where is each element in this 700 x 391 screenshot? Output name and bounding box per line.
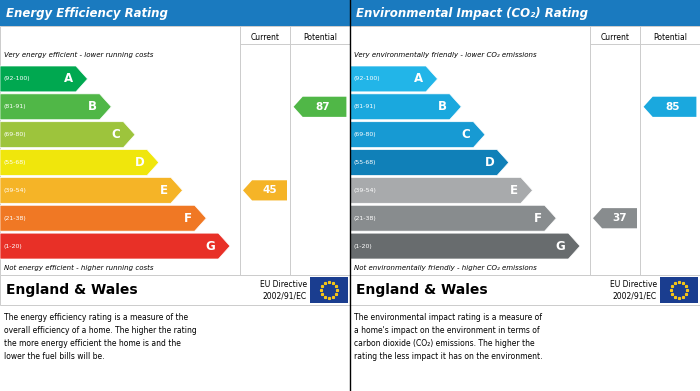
Text: (92-100): (92-100) bbox=[4, 76, 31, 81]
Text: (55-68): (55-68) bbox=[354, 160, 377, 165]
Polygon shape bbox=[643, 97, 696, 117]
Polygon shape bbox=[0, 122, 135, 147]
Text: (1-20): (1-20) bbox=[4, 244, 22, 249]
Polygon shape bbox=[243, 180, 287, 201]
Text: carbon dioxide (CO₂) emissions. The higher the: carbon dioxide (CO₂) emissions. The high… bbox=[354, 339, 535, 348]
Text: D: D bbox=[484, 156, 494, 169]
Polygon shape bbox=[350, 122, 485, 147]
FancyBboxPatch shape bbox=[0, 0, 350, 26]
Polygon shape bbox=[350, 178, 533, 203]
Text: F: F bbox=[183, 212, 192, 225]
Text: (69-80): (69-80) bbox=[4, 132, 27, 137]
FancyBboxPatch shape bbox=[0, 275, 350, 305]
Text: C: C bbox=[461, 128, 470, 141]
Text: EU Directive
2002/91/EC: EU Directive 2002/91/EC bbox=[610, 280, 657, 300]
Text: (69-80): (69-80) bbox=[354, 132, 377, 137]
Text: Not energy efficient - higher running costs: Not energy efficient - higher running co… bbox=[4, 265, 153, 271]
Polygon shape bbox=[350, 233, 580, 259]
Text: (81-91): (81-91) bbox=[4, 104, 27, 109]
Text: F: F bbox=[533, 212, 542, 225]
Polygon shape bbox=[593, 208, 637, 228]
Text: G: G bbox=[206, 240, 216, 253]
Text: Very environmentally friendly - lower CO₂ emissions: Very environmentally friendly - lower CO… bbox=[354, 52, 537, 58]
Polygon shape bbox=[350, 205, 556, 231]
Text: C: C bbox=[111, 128, 120, 141]
Text: 85: 85 bbox=[666, 102, 680, 112]
Text: (55-68): (55-68) bbox=[4, 160, 27, 165]
Text: England & Wales: England & Wales bbox=[356, 283, 488, 297]
Text: 37: 37 bbox=[612, 213, 626, 223]
Text: Current: Current bbox=[601, 34, 629, 43]
Text: (21-38): (21-38) bbox=[354, 216, 377, 221]
Polygon shape bbox=[0, 233, 230, 259]
Text: EU Directive
2002/91/EC: EU Directive 2002/91/EC bbox=[260, 280, 307, 300]
Text: B: B bbox=[88, 100, 97, 113]
FancyBboxPatch shape bbox=[350, 275, 700, 305]
Text: Very energy efficient - lower running costs: Very energy efficient - lower running co… bbox=[4, 52, 153, 58]
Text: England & Wales: England & Wales bbox=[6, 283, 138, 297]
Text: B: B bbox=[438, 100, 447, 113]
Polygon shape bbox=[0, 178, 183, 203]
Text: (39-54): (39-54) bbox=[354, 188, 377, 193]
Text: The energy efficiency rating is a measure of the: The energy efficiency rating is a measur… bbox=[4, 313, 188, 322]
Polygon shape bbox=[350, 66, 438, 92]
Text: (81-91): (81-91) bbox=[354, 104, 377, 109]
Text: 45: 45 bbox=[262, 185, 276, 196]
Text: the more energy efficient the home is and the: the more energy efficient the home is an… bbox=[4, 339, 181, 348]
FancyBboxPatch shape bbox=[660, 277, 698, 303]
Text: D: D bbox=[134, 156, 144, 169]
Text: Energy Efficiency Rating: Energy Efficiency Rating bbox=[6, 7, 168, 20]
Polygon shape bbox=[350, 150, 509, 176]
Text: overall efficiency of a home. The higher the rating: overall efficiency of a home. The higher… bbox=[4, 326, 197, 335]
FancyBboxPatch shape bbox=[350, 26, 700, 275]
FancyBboxPatch shape bbox=[350, 0, 700, 26]
Text: G: G bbox=[556, 240, 566, 253]
Polygon shape bbox=[350, 94, 461, 120]
Polygon shape bbox=[293, 97, 346, 117]
Text: Not environmentally friendly - higher CO₂ emissions: Not environmentally friendly - higher CO… bbox=[354, 265, 537, 271]
Text: Environmental Impact (CO₂) Rating: Environmental Impact (CO₂) Rating bbox=[356, 7, 588, 20]
Text: Potential: Potential bbox=[303, 34, 337, 43]
Polygon shape bbox=[0, 94, 111, 120]
Text: The environmental impact rating is a measure of: The environmental impact rating is a mea… bbox=[354, 313, 542, 322]
FancyBboxPatch shape bbox=[310, 277, 348, 303]
Text: lower the fuel bills will be.: lower the fuel bills will be. bbox=[4, 352, 104, 361]
Text: (1-20): (1-20) bbox=[354, 244, 372, 249]
Text: (92-100): (92-100) bbox=[354, 76, 381, 81]
Polygon shape bbox=[0, 205, 206, 231]
Text: E: E bbox=[510, 184, 518, 197]
Text: E: E bbox=[160, 184, 168, 197]
Text: rating the less impact it has on the environment.: rating the less impact it has on the env… bbox=[354, 352, 542, 361]
Polygon shape bbox=[0, 150, 159, 176]
Text: A: A bbox=[414, 72, 423, 85]
Text: A: A bbox=[64, 72, 73, 85]
FancyBboxPatch shape bbox=[0, 26, 350, 275]
Text: (21-38): (21-38) bbox=[4, 216, 27, 221]
Text: Current: Current bbox=[251, 34, 279, 43]
Text: Potential: Potential bbox=[653, 34, 687, 43]
Text: (39-54): (39-54) bbox=[4, 188, 27, 193]
Text: a home's impact on the environment in terms of: a home's impact on the environment in te… bbox=[354, 326, 540, 335]
Polygon shape bbox=[0, 66, 88, 92]
Text: 87: 87 bbox=[315, 102, 330, 112]
